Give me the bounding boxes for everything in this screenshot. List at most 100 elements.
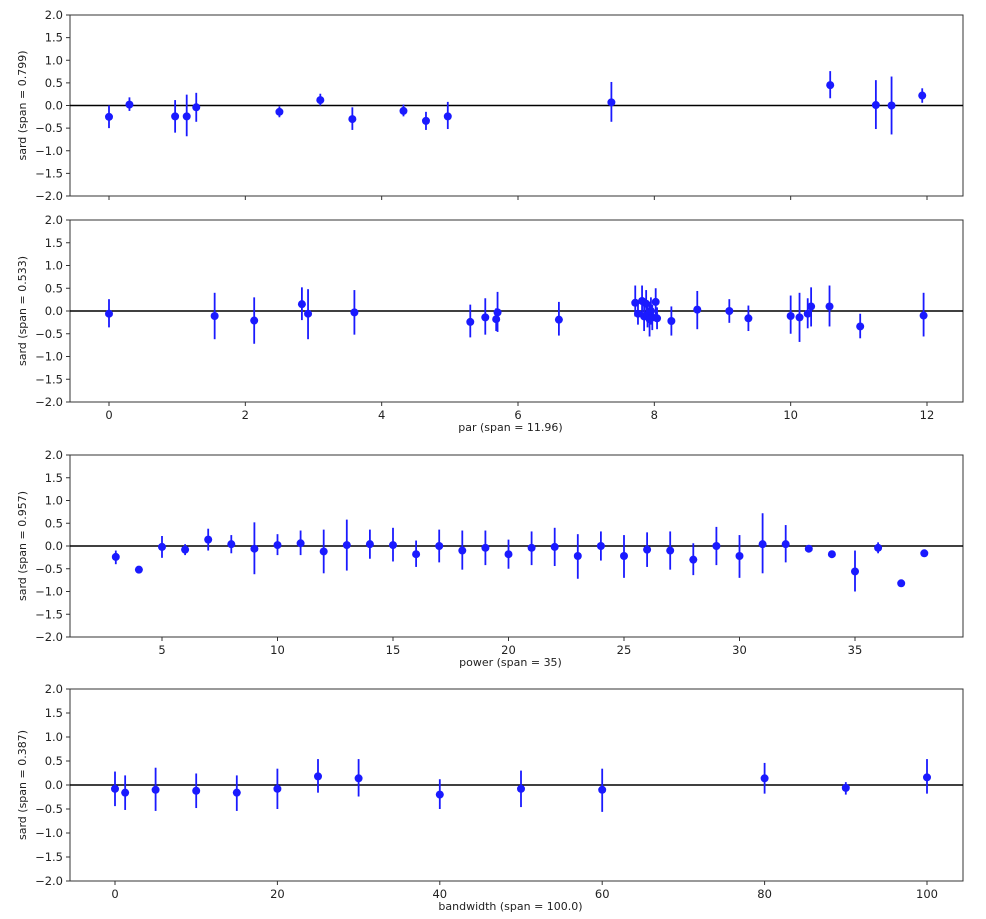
data-point (527, 543, 536, 552)
chart-panel-4: 2.0 1.5 1.0 0.5 0.0 −0.5 −1.0 −1.5 −2.0 0 20 40 60 80… (16, 682, 964, 913)
y-tick-label: −2.0 (35, 874, 63, 888)
x-tick-label: 10 (783, 408, 798, 422)
x-tick-label: 25 (617, 643, 632, 657)
data-point (111, 784, 119, 793)
data-point (316, 96, 325, 105)
data-point (296, 539, 305, 548)
x-axis-label: bandwidth (span = 100.0) (438, 900, 582, 913)
data-point (725, 307, 734, 315)
chart-panel-3: 2.0 1.5 1.0 0.5 0.0 −0.5 −1.0 −1.5 −2.0 5 10 15 20 25… (16, 448, 964, 669)
y-axis-label: sard (span = 0.957) (16, 491, 29, 601)
y-tick-label: 2.0 (45, 213, 63, 227)
data-point (633, 309, 642, 318)
data-point (827, 550, 836, 559)
y-tick-label: −1.0 (35, 826, 63, 840)
data-point (651, 297, 660, 306)
x-tick-label: 6 (514, 408, 521, 422)
data-point (887, 101, 896, 110)
data-point (804, 544, 813, 553)
data-point (760, 774, 769, 783)
data-point (105, 309, 113, 318)
data-point (667, 317, 676, 326)
data-point (443, 112, 452, 121)
x-tick-label: 30 (732, 643, 747, 657)
y-tick-label: 1.5 (45, 31, 63, 45)
y-tick-label: 0.5 (45, 516, 63, 530)
data-point (920, 549, 929, 558)
data-point (607, 98, 616, 107)
data-point (874, 543, 883, 552)
y-tick-label: 0.5 (45, 281, 63, 295)
data-point (666, 546, 675, 555)
data-point (856, 322, 865, 331)
y-tick-label: 0.0 (45, 778, 63, 792)
data-point (399, 106, 408, 115)
data-point (350, 308, 359, 317)
x-tick-label: 80 (757, 887, 772, 901)
data-point (250, 316, 259, 325)
x-axis-label: par (span = 11.96) (458, 421, 562, 434)
data-point (596, 542, 605, 550)
data-point (693, 305, 702, 314)
data-point (134, 565, 143, 574)
data-point (918, 91, 927, 100)
chart-panel-2: 2.0 1.5 1.0 0.5 0.0 −0.5 −1.0 −1.5 −2.0 0 2 4 6 8 10 12… (16, 213, 964, 434)
data-point (458, 546, 467, 555)
y-tick-label: 1.0 (45, 494, 63, 508)
y-tick-label: 1.5 (45, 236, 63, 250)
data-point (158, 542, 166, 551)
data-point (210, 312, 219, 321)
data-point (192, 786, 201, 795)
data-point (871, 101, 880, 110)
x-tick-label: 20 (501, 643, 516, 657)
data-point (342, 541, 351, 550)
data-point (897, 579, 906, 588)
data-point (851, 567, 859, 576)
y-tick-label: −2.0 (35, 189, 63, 203)
y-tick-label: −1.0 (35, 585, 63, 599)
data-point (365, 540, 374, 549)
y-tick-label: −1.5 (35, 166, 63, 180)
data-point (923, 773, 931, 782)
data-point (598, 785, 607, 794)
y-tick-label: −2.0 (35, 630, 63, 644)
data-point (181, 545, 190, 554)
data-point (125, 100, 134, 109)
data-point (250, 544, 259, 553)
x-tick-label: 12 (920, 408, 935, 422)
x-tick-label: 35 (848, 643, 863, 657)
x-tick-label: 2 (242, 408, 249, 422)
data-point (653, 314, 662, 323)
y-tick-label: 0.0 (45, 539, 63, 553)
x-tick-label: 0 (105, 408, 112, 422)
data-point (786, 312, 795, 321)
data-point (227, 540, 236, 549)
y-tick-label: −1.5 (35, 850, 63, 864)
data-point (111, 552, 120, 561)
y-tick-label: 1.0 (45, 259, 63, 273)
y-tick-label: 0.0 (45, 99, 63, 113)
data-point (389, 541, 397, 550)
data-point (421, 116, 430, 125)
data-point (803, 309, 812, 318)
data-point (758, 540, 767, 549)
data-point (232, 788, 241, 797)
data-point (481, 543, 490, 552)
data-point (204, 535, 213, 544)
data-point (841, 783, 850, 792)
data-point (550, 542, 559, 551)
x-tick-label: 0 (111, 887, 118, 901)
y-tick-label: −1.0 (35, 350, 63, 364)
data-point (435, 790, 444, 799)
y-tick-label: 0.0 (45, 304, 63, 318)
y-tick-label: −0.5 (35, 562, 63, 576)
data-point (620, 552, 628, 561)
x-tick-label: 100 (916, 887, 938, 901)
x-tick-label: 5 (158, 643, 165, 657)
y-tick-label: 1.0 (45, 53, 63, 67)
y-tick-label: −2.0 (35, 395, 63, 409)
y-axis-label: sard (span = 0.387) (16, 730, 29, 840)
data-point (466, 317, 475, 326)
